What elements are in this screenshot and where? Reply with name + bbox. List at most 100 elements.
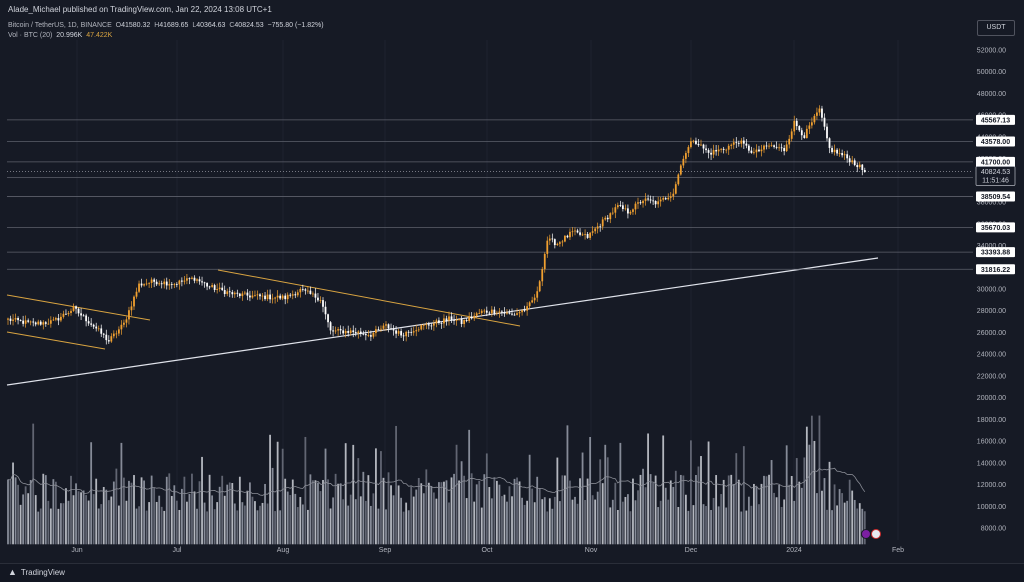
- volume-bar: [715, 475, 718, 545]
- candle-body: [123, 322, 125, 325]
- currency-button[interactable]: USDT: [977, 20, 1015, 36]
- candle-body: [768, 145, 770, 147]
- candle-body: [732, 142, 735, 145]
- candle-body: [785, 144, 788, 152]
- volume-bar: [526, 500, 529, 545]
- candle-body: [644, 198, 647, 201]
- candle-body: [92, 324, 95, 327]
- candle-body: [553, 239, 556, 246]
- volume-bar: [95, 478, 98, 545]
- candle-body: [458, 319, 460, 321]
- volume-bar: [24, 486, 27, 545]
- volume-bar: [314, 480, 317, 545]
- candle-body: [100, 328, 103, 334]
- candle-body: [143, 284, 145, 286]
- candle-body: [397, 331, 400, 334]
- volume-bar: [128, 480, 130, 545]
- volume-bar: [304, 436, 307, 545]
- candle-body: [448, 316, 450, 321]
- volume-bar: [201, 456, 203, 545]
- candle-body: [702, 144, 705, 149]
- volume-bar: [183, 476, 186, 545]
- volume-bar: [629, 511, 632, 545]
- volume-bar: [385, 509, 387, 545]
- channel-upper-line: [6, 294, 151, 321]
- volume-bar: [863, 511, 866, 545]
- candle-body: [753, 152, 755, 154]
- candle-body: [301, 288, 304, 290]
- volume-bar: [561, 475, 564, 545]
- price-badge-label: 33393.88: [981, 250, 1010, 257]
- candle-body: [463, 320, 466, 325]
- volume-bar: [62, 503, 65, 545]
- candle-body: [29, 321, 32, 323]
- volume-bar: [29, 479, 32, 545]
- candle-body: [652, 200, 655, 202]
- volume-bar: [523, 504, 526, 545]
- candle-body: [727, 145, 730, 150]
- candle-body: [32, 321, 35, 323]
- candle-body: [274, 297, 277, 299]
- volume-bar: [329, 508, 332, 545]
- candle-body: [342, 330, 345, 334]
- candle-body: [460, 319, 463, 325]
- candle-body: [637, 202, 639, 204]
- volume-bar: [193, 491, 196, 545]
- volume-bar: [790, 476, 793, 545]
- volume-bar: [460, 461, 463, 545]
- price-badge: [976, 172, 1015, 183]
- candle-body: [536, 291, 539, 298]
- volume-bar: [322, 479, 324, 545]
- volume-indicator-name[interactable]: Vol · BTC (20): [8, 32, 53, 39]
- volume-bar: [710, 509, 712, 545]
- candle-body: [238, 293, 241, 297]
- change-value: −755.80 (−1.82%): [267, 22, 324, 29]
- volume-bar: [117, 505, 120, 545]
- candle-body: [427, 324, 430, 326]
- tradingview-logo[interactable]: ▲ TradingView: [8, 567, 65, 577]
- low-value: 40364.63: [196, 22, 226, 29]
- candle-body: [604, 217, 607, 220]
- candle-body: [470, 316, 473, 319]
- volume-bar: [259, 505, 261, 545]
- volume-bar: [533, 502, 536, 545]
- time-tick-label: 2024: [786, 547, 802, 554]
- candle-body: [730, 144, 733, 146]
- symbol-name[interactable]: Bitcoin / TetherUS, 1D, BINANCE: [8, 22, 112, 29]
- price-tick-label: 40000.00: [977, 178, 1006, 185]
- volume-bar: [412, 496, 415, 545]
- price-tick-label: 16000.00: [977, 439, 1006, 446]
- volume-bar: [558, 501, 561, 545]
- volume-bar: [470, 473, 473, 545]
- volume-bar: [750, 505, 753, 545]
- volume-bar: [342, 499, 345, 545]
- candle-body: [455, 320, 458, 321]
- candle-body: [271, 298, 274, 300]
- candle-body: [846, 154, 849, 159]
- volume-bar: [780, 506, 783, 545]
- candle-body: [773, 145, 775, 147]
- candle-body: [760, 149, 763, 152]
- volume-bar: [34, 495, 37, 545]
- candle-body: [72, 306, 75, 311]
- volume-bar: [173, 485, 176, 545]
- candle-body: [692, 140, 695, 142]
- candle-body: [180, 280, 183, 282]
- volume-bar: [455, 444, 458, 545]
- volume-bar: [14, 477, 17, 545]
- volume-bar: [70, 475, 72, 545]
- volume-bar: [90, 442, 93, 545]
- candle-body: [750, 150, 753, 153]
- volume-bar: [707, 441, 710, 545]
- volume-bar: [249, 482, 251, 545]
- volume-bar: [123, 477, 125, 545]
- candle-body: [611, 212, 614, 214]
- candle-body: [49, 320, 52, 324]
- volume-bar: [800, 487, 803, 545]
- volume-bar: [793, 500, 796, 545]
- volume-bar: [238, 476, 241, 545]
- volume-bar: [664, 487, 667, 545]
- volume-bar: [637, 490, 639, 545]
- volume-bar: [851, 490, 854, 545]
